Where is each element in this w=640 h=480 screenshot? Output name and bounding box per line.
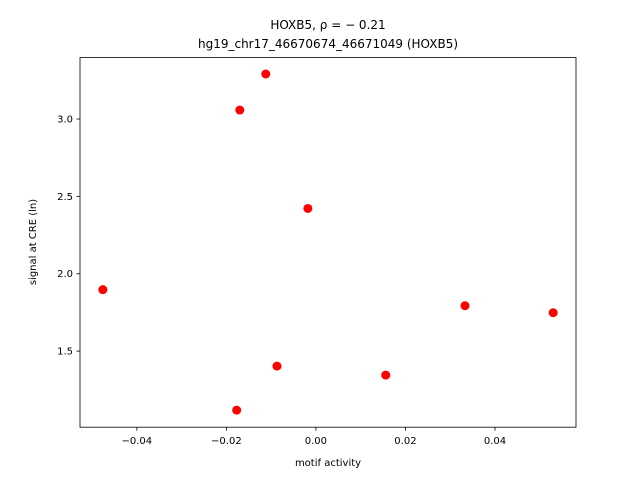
x-tick-label: −0.04 bbox=[122, 436, 153, 447]
chart-subtitle: hg19_chr17_46670674_46671049 (HOXB5) bbox=[198, 37, 458, 51]
scatter-point bbox=[98, 285, 108, 295]
scatter-point bbox=[381, 370, 391, 380]
chart-title: HOXB5, ρ = − 0.21 bbox=[270, 18, 385, 32]
x-tick-label: 0.02 bbox=[394, 436, 416, 447]
scatter-point bbox=[303, 203, 313, 213]
y-tick-label: 2.5 bbox=[57, 192, 73, 203]
scatter-point bbox=[261, 69, 271, 79]
x-tick-label: −0.02 bbox=[211, 436, 242, 447]
x-tick-label: 0.00 bbox=[305, 436, 327, 447]
scatter-point bbox=[235, 105, 245, 115]
x-axis-label: motif activity bbox=[295, 458, 361, 469]
scatter-point bbox=[272, 361, 282, 371]
x-tick-label: 0.04 bbox=[484, 436, 506, 447]
y-tick-label: 1.5 bbox=[57, 347, 73, 358]
scatter-point bbox=[232, 405, 242, 415]
y-axis-label: signal at CRE (ln) bbox=[28, 199, 39, 285]
scatter-point bbox=[548, 308, 558, 318]
plot-frame bbox=[79, 57, 577, 428]
y-tick-label: 2.0 bbox=[57, 269, 73, 280]
scatter-point bbox=[460, 301, 470, 311]
y-tick-label: 3.0 bbox=[57, 115, 73, 126]
